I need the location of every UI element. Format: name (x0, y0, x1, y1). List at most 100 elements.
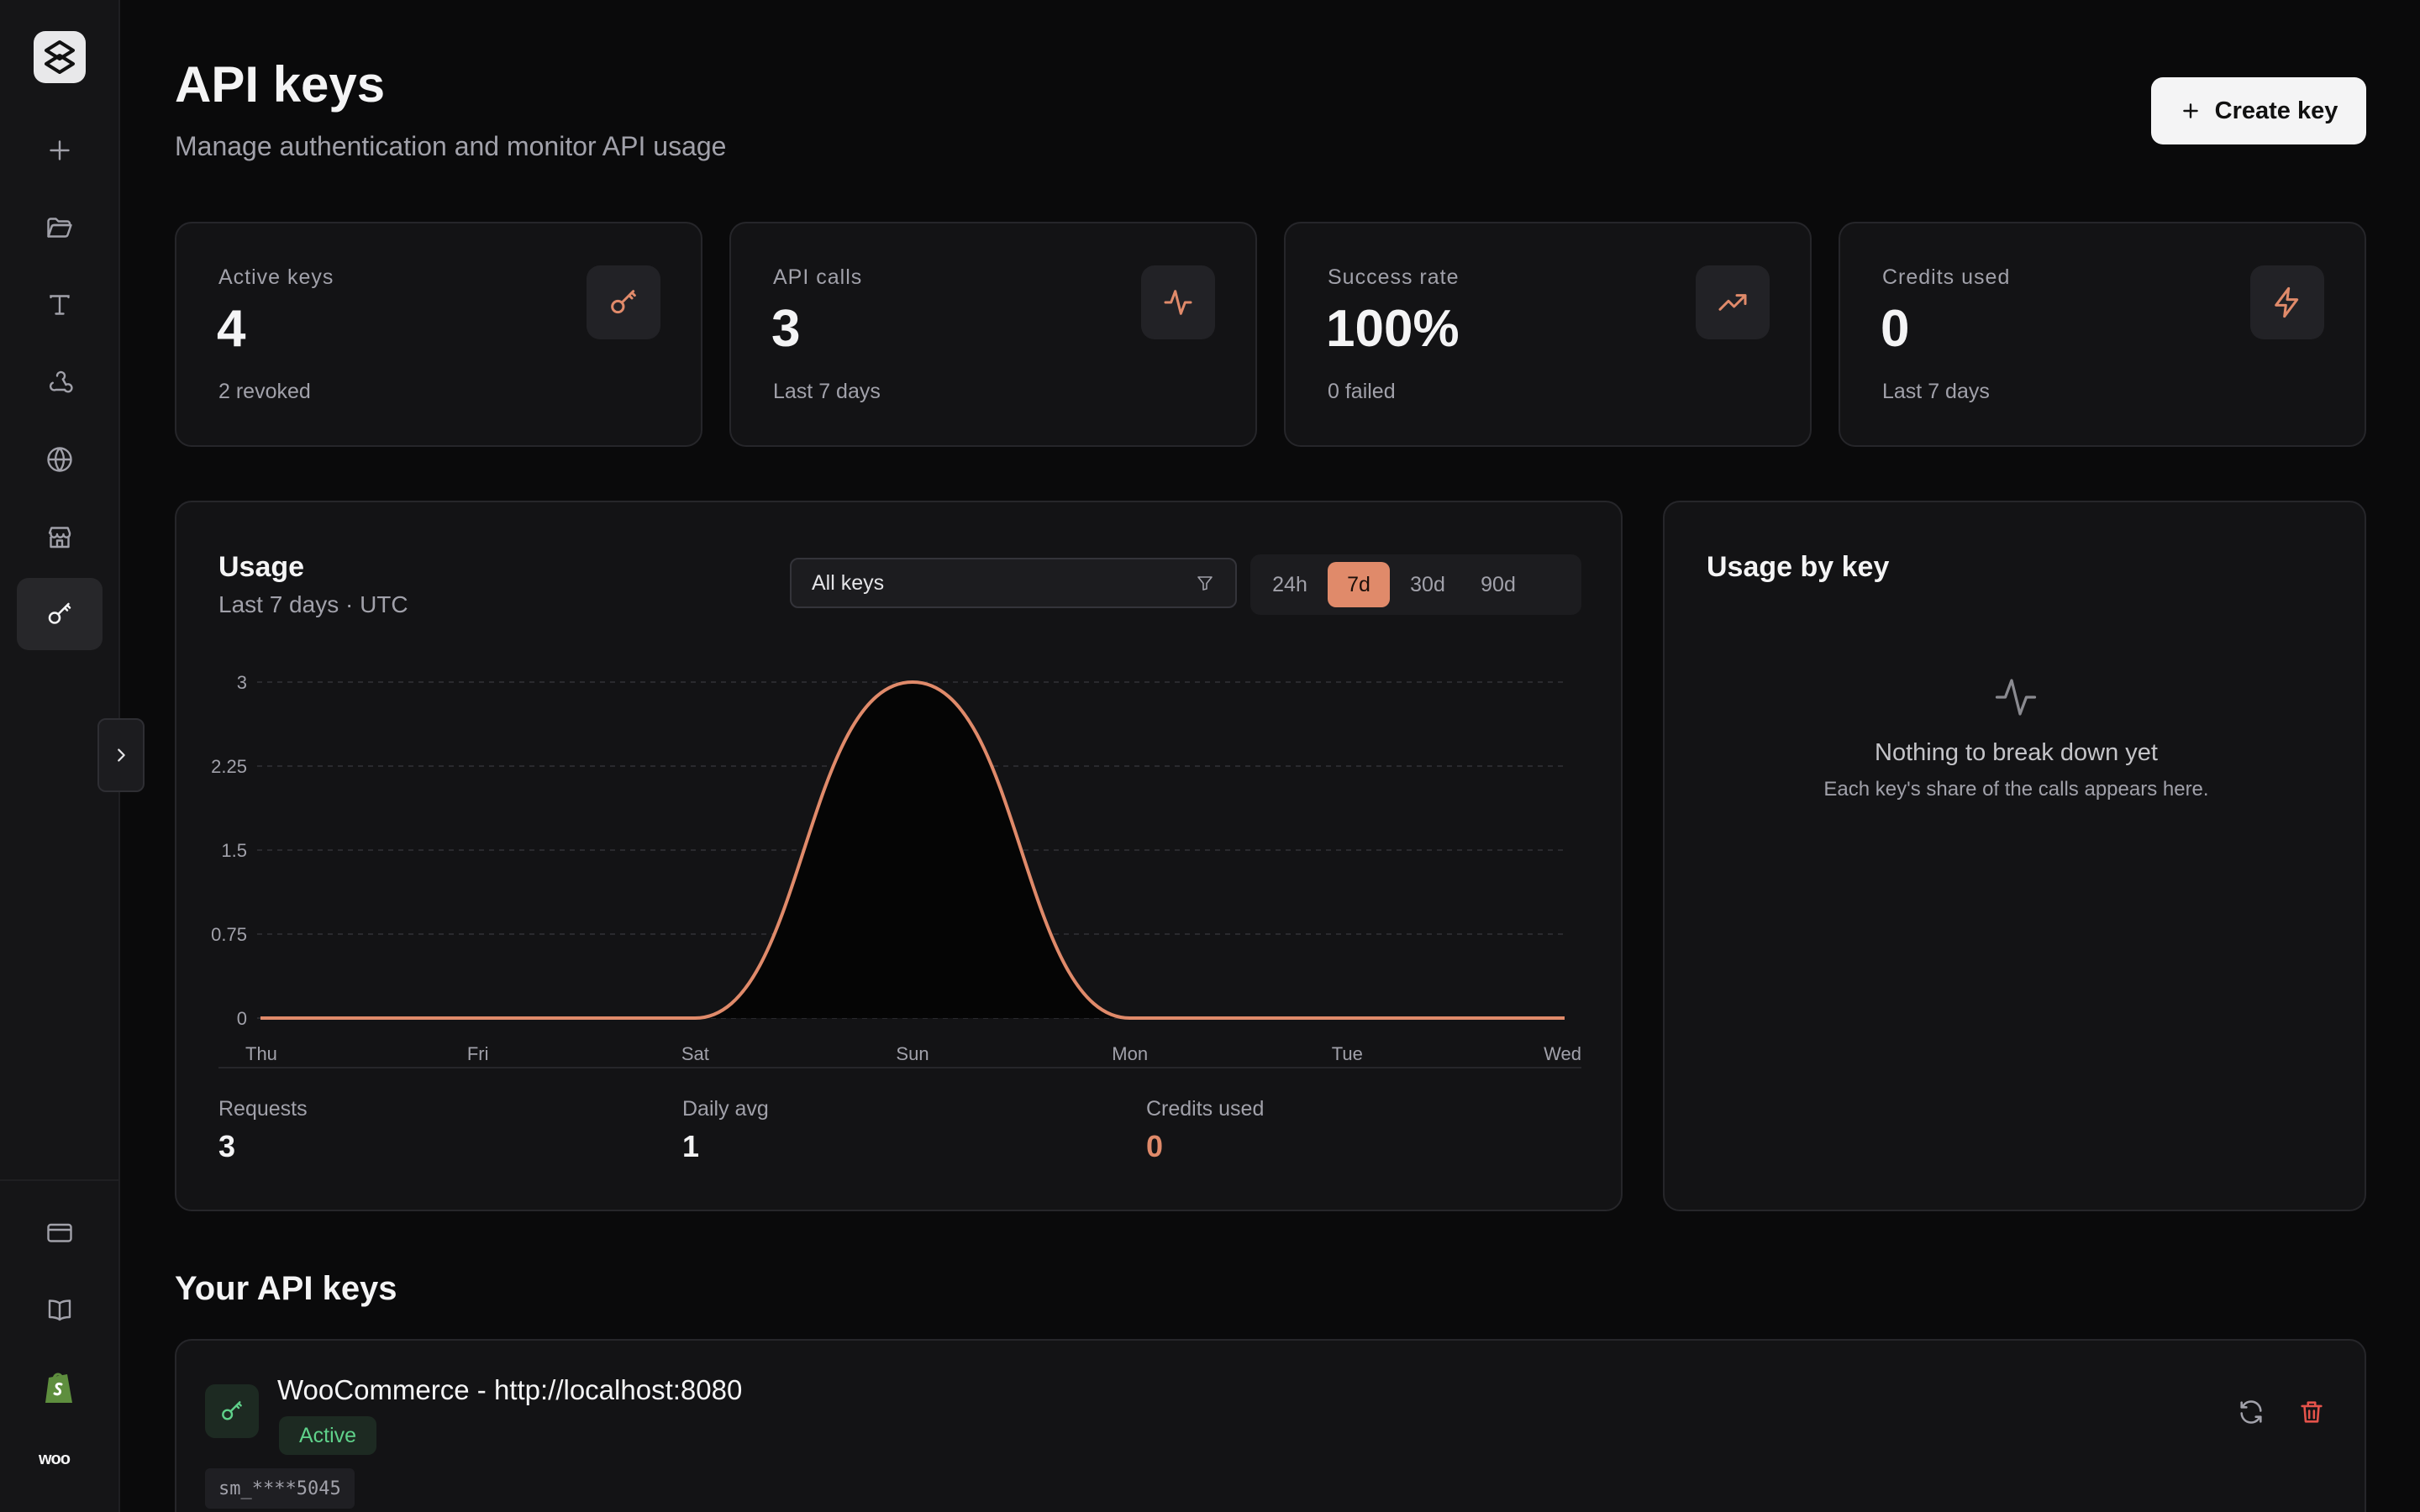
stat-label: Credits used (1882, 265, 2011, 289)
empty-state-subtitle: Each key's share of the calls appears he… (1823, 778, 2209, 801)
x-tick-label: Thu (245, 1043, 277, 1064)
sidebar-item-create[interactable] (17, 114, 103, 186)
stat-note: Last 7 days (773, 380, 881, 403)
stat-icon-box (1696, 265, 1770, 339)
usage-chart: 0 0.75 1.5 2.25 3 Thu Fri Sat Sun Mon Tue Wed (211, 672, 1581, 1064)
y-tick-label: 0.75 (211, 924, 247, 945)
key-filter-select[interactable]: All keys (790, 558, 1237, 608)
stat-value: 0 (1881, 300, 1910, 358)
stat-icon-box (587, 265, 660, 339)
create-key-label: Create key (2214, 97, 2338, 124)
credit-card-icon (47, 1223, 72, 1242)
activity-icon (1164, 290, 1192, 315)
credits-used-label: Credits used (1146, 1097, 1265, 1121)
range-7d-button[interactable]: 7d (1328, 562, 1390, 607)
stat-label: Success rate (1328, 265, 1460, 289)
range-30d-button[interactable]: 30d (1410, 572, 1445, 596)
sidebar-item-store[interactable] (17, 501, 103, 573)
api-keys-heading: Your API keys (175, 1270, 397, 1307)
key-filter-value: All keys (812, 570, 885, 595)
daily-avg-label: Daily avg (682, 1097, 769, 1121)
webhook-icon (49, 370, 73, 393)
sidebar-item-docs[interactable] (17, 1273, 103, 1346)
usage-divider (218, 1067, 1581, 1068)
plus-icon (50, 140, 70, 160)
stat-icon-box (1141, 265, 1215, 339)
rotate-key-button[interactable] (2233, 1394, 2269, 1430)
sidebar-expand-button[interactable] (97, 718, 145, 792)
y-tick-label: 3 (237, 672, 247, 693)
credits-used-value: 0 (1146, 1129, 1164, 1163)
sidebar-item-api-keys[interactable] (17, 578, 103, 650)
x-tick-label: Fri (467, 1043, 489, 1064)
key-icon-box (205, 1384, 259, 1438)
lightning-icon (2275, 286, 2299, 318)
sidebar-item-web[interactable] (17, 423, 103, 496)
book-icon (48, 1299, 71, 1321)
requests-value: 3 (218, 1129, 236, 1163)
sidebar-item-folders[interactable] (17, 192, 103, 264)
shopify-icon[interactable] (42, 1369, 76, 1406)
y-tick-label: 1.5 (221, 840, 247, 861)
stat-card-credits-used: Credits used 0 Last 7 days (1839, 222, 2366, 447)
sidebar-item-webhooks[interactable] (17, 346, 103, 418)
sidebar-item-text[interactable] (17, 269, 103, 341)
stat-card-active-keys: Active keys 4 2 revoked (175, 222, 702, 447)
chart-area-fill (260, 682, 1565, 1018)
range-90d-button[interactable]: 90d (1481, 572, 1516, 596)
x-tick-label: Tue (1332, 1043, 1363, 1064)
globe-icon (47, 447, 72, 472)
activity-icon (1995, 679, 2037, 716)
stat-icon-box (2250, 265, 2324, 339)
stat-label: Active keys (218, 265, 334, 289)
sidebar-item-billing[interactable] (17, 1196, 103, 1268)
daily-avg-value: 1 (682, 1129, 700, 1163)
usage-title: Usage (218, 551, 305, 583)
empty-state-title: Nothing to break down yet (1875, 739, 2158, 766)
requests-label: Requests (218, 1097, 308, 1121)
trash-icon (2301, 1401, 2323, 1423)
usage-by-key-title: Usage by key (1707, 551, 1890, 583)
stat-value: 4 (217, 300, 246, 358)
x-tick-label: Mon (1112, 1043, 1148, 1064)
chevron-right-icon (118, 748, 125, 762)
stat-value: 3 (771, 300, 801, 358)
usage-subtitle: Last 7 days · UTC (218, 591, 408, 617)
delete-key-button[interactable] (2294, 1394, 2329, 1430)
key-icon (222, 1401, 242, 1420)
chart-series-line (260, 680, 1565, 1020)
x-tick-label: Sun (896, 1043, 929, 1064)
page-subtitle: Manage authentication and monitor API us… (175, 131, 727, 161)
key-icon (48, 602, 71, 624)
api-key-card[interactable]: WooCommerce - http://localhost:8080 Acti… (175, 1339, 2366, 1512)
plus-icon (2182, 103, 2198, 118)
range-24h-button[interactable]: 24h (1272, 572, 1307, 596)
stat-card-success-rate: Success rate 100% 0 failed (1284, 222, 1812, 447)
stat-note: 0 failed (1328, 380, 1396, 403)
sidebar-divider (0, 1179, 120, 1181)
status-badge: Active (279, 1416, 377, 1455)
masked-key[interactable]: sm_****5045 (205, 1468, 355, 1509)
app-logo[interactable] (34, 31, 86, 83)
woo-icon[interactable]: woo (39, 1450, 71, 1468)
usage-by-key-panel: Usage by key Nothing to break down yet E… (1663, 501, 2366, 1211)
page-title: API keys (175, 56, 386, 113)
text-icon (50, 295, 70, 315)
stat-value: 100% (1326, 300, 1460, 358)
folder-icon (47, 218, 72, 238)
y-tick-label: 0 (237, 1008, 247, 1029)
api-key-name: WooCommerce - http://localhost:8080 (277, 1374, 743, 1405)
stat-note: 2 revoked (218, 380, 311, 403)
filter-icon (1197, 576, 1213, 591)
x-tick-label: Sat (681, 1043, 709, 1064)
range-selector: 24h 7d 30d 90d (1250, 554, 1581, 615)
store-icon (48, 527, 71, 549)
stat-card-api-calls: API calls 3 Last 7 days (729, 222, 1257, 447)
key-icon (611, 290, 636, 314)
refresh-icon (2240, 1400, 2262, 1424)
y-tick-label: 2.25 (211, 756, 247, 777)
create-key-button[interactable]: Create key (2151, 77, 2366, 144)
usage-panel: Usage Last 7 days · UTC All keys 24h 7d … (175, 501, 1623, 1211)
stat-label: API calls (773, 265, 863, 289)
logo-icon (45, 40, 75, 74)
